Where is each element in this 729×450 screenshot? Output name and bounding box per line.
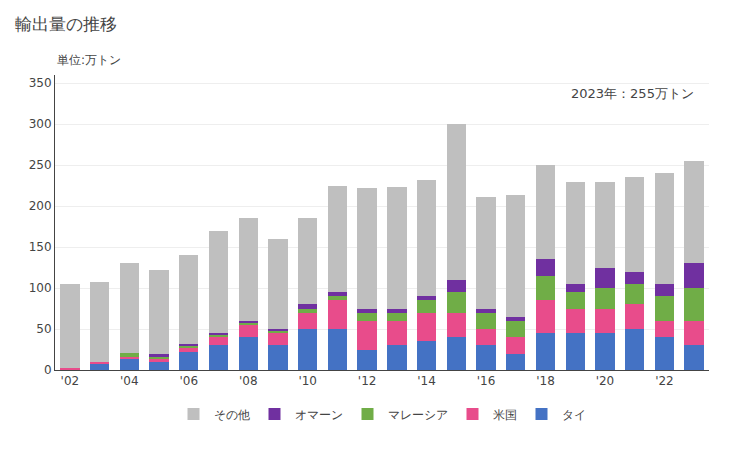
svg-text:'22: '22 <box>655 374 674 388</box>
svg-text:100: 100 <box>29 281 52 295</box>
svg-text:150: 150 <box>29 240 52 254</box>
svg-text:マレーシア: マレーシア <box>388 408 448 422</box>
svg-text:'04: '04 <box>120 374 139 388</box>
svg-text:輸出量の推移: 輸出量の推移 <box>15 14 117 34</box>
svg-text:米国: 米国 <box>493 408 517 422</box>
svg-text:0: 0 <box>44 363 52 377</box>
svg-text:'12: '12 <box>358 374 377 388</box>
svg-text:単位:万トン: 単位:万トン <box>57 53 121 67</box>
svg-text:300: 300 <box>29 117 52 131</box>
svg-text:'08: '08 <box>239 374 258 388</box>
svg-text:オマーン: オマーン <box>295 408 343 422</box>
svg-text:'16: '16 <box>477 374 496 388</box>
svg-text:'20: '20 <box>596 374 615 388</box>
svg-text:200: 200 <box>29 199 52 213</box>
svg-text:'10: '10 <box>298 374 317 388</box>
svg-text:2023年：255万トン: 2023年：255万トン <box>571 86 694 101</box>
svg-text:250: 250 <box>29 158 52 172</box>
svg-text:350: 350 <box>29 76 52 90</box>
svg-text:'14: '14 <box>417 374 436 388</box>
svg-text:'02: '02 <box>61 374 80 388</box>
svg-text:タイ: タイ <box>562 408 586 422</box>
svg-text:'06: '06 <box>179 374 198 388</box>
svg-text:50: 50 <box>36 322 51 336</box>
svg-text:その他: その他 <box>214 408 250 422</box>
svg-text:'18: '18 <box>536 374 555 388</box>
